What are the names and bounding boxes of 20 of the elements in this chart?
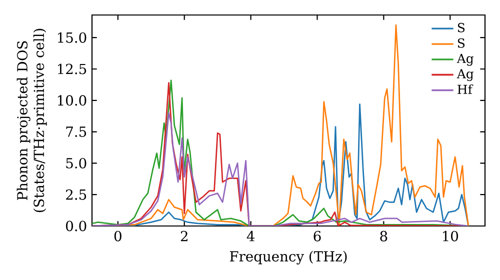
y-tick-label: 10.0 [58, 95, 86, 106]
legend-label: S [458, 22, 465, 32]
y-tick-label: 0.0 [66, 220, 86, 232]
legend-label: Ag [456, 69, 474, 82]
y-tick-label: 5.0 [66, 158, 86, 168]
x-tick-label: 6 [314, 230, 321, 242]
x-axis-title: Frequency (THz) [230, 250, 347, 264]
y-tick-label: 12.5 [58, 64, 86, 74]
y-axis-title: Phonon projected DOS (States/THz·primitive cell) [16, 28, 47, 212]
y-tick-label: 7.5 [66, 126, 86, 137]
legend-label: S [458, 38, 465, 48]
x-tick-label: 0 [114, 230, 122, 242]
y-tick-label: 2.5 [66, 189, 86, 200]
x-tick-label: 4 [246, 230, 255, 242]
x-tick-label: 8 [380, 230, 388, 242]
x-tick-label: 2 [180, 230, 188, 242]
legend-label: Hf [458, 84, 474, 94]
legend-label: Ag [456, 54, 474, 66]
y-tick-label: 15.0 [58, 32, 86, 43]
x-tick-label: 10 [443, 230, 458, 242]
